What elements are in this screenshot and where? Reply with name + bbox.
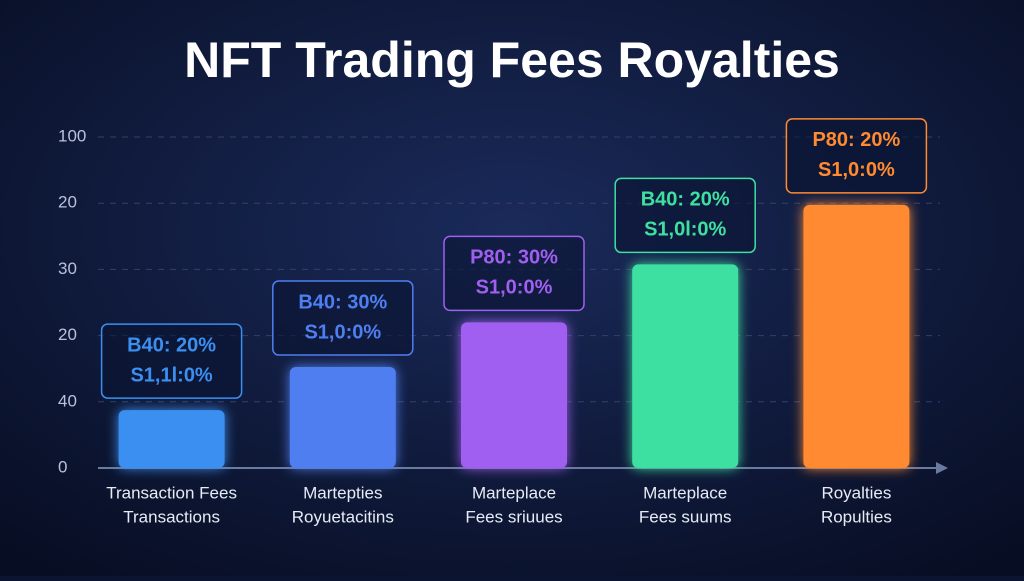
annotation: S1,0:0%	[476, 277, 553, 299]
annotation: B40: 20%	[641, 189, 730, 211]
bar	[118, 410, 225, 468]
annotation: P80: 20%	[812, 129, 900, 151]
x-tick-label: Marteplace	[643, 483, 727, 502]
y-tick-label: 30	[58, 259, 77, 278]
axis-arrow	[936, 462, 948, 474]
y-tick-label: 40	[58, 391, 77, 410]
annotation: P80: 30%	[470, 247, 558, 269]
x-tick-label: Transactions	[123, 507, 220, 526]
bar	[803, 204, 910, 469]
y-tick-label: 100	[58, 126, 86, 145]
x-tick-label: Marteplace	[472, 483, 556, 502]
annotation: B40: 30%	[298, 291, 387, 313]
x-tick-label: Royuetacitins	[292, 507, 394, 526]
x-tick-label: Royalties	[821, 483, 891, 502]
x-tick-label: Ropulties	[821, 507, 892, 526]
annotation-box	[614, 177, 756, 254]
annotation: S1,0:0%	[304, 321, 381, 343]
y-tick-label: 0	[58, 457, 67, 476]
x-tick-label: Martepties	[303, 483, 382, 502]
y-tick-label: 20	[58, 193, 77, 212]
y-tick-label: 20	[58, 325, 77, 344]
bar	[632, 264, 739, 468]
annotation-box	[785, 118, 928, 194]
annotation-box	[443, 235, 585, 312]
annotation-box	[272, 280, 414, 356]
x-tick-label: Transaction Fees	[106, 483, 237, 502]
annotation: S1,0:0%	[818, 159, 895, 181]
annotation: S1,1l:0%	[130, 364, 212, 386]
annotation: S1,0l:0%	[644, 219, 726, 241]
chart-title: NFT Trading Fees Royalties	[184, 32, 840, 88]
annotation: B40: 20%	[127, 334, 216, 356]
x-tick-label: Fees suums	[639, 507, 732, 526]
x-tick-label: Fees sriuues	[465, 507, 562, 526]
bar	[289, 367, 396, 468]
annotation-box	[100, 323, 243, 399]
bar	[461, 322, 567, 468]
